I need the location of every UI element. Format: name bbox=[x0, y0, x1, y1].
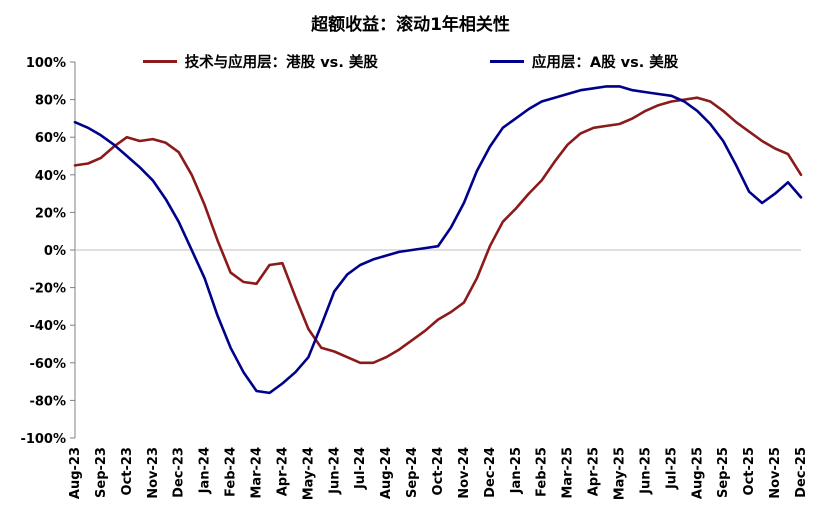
x-axis-tick-label: Feb-25 bbox=[535, 447, 550, 497]
x-axis-tick-label: Dec-25 bbox=[794, 447, 809, 498]
x-axis-tick-label: May-24 bbox=[301, 447, 316, 500]
x-axis-tick-label: Oct-23 bbox=[120, 447, 135, 495]
x-axis-tick-label: Mar-25 bbox=[561, 447, 576, 499]
x-axis-tick-label: Aug-23 bbox=[68, 447, 83, 499]
x-axis-tick-label: Nov-25 bbox=[768, 447, 783, 499]
x-axis-tick-label: Mar-24 bbox=[250, 447, 265, 499]
x-axis-tick-label: Jan-24 bbox=[198, 447, 213, 494]
legend-item-hk-vs-us: 技术与应用层：港股 vs. 美股 bbox=[142, 51, 378, 72]
y-axis-tick-label: 40% bbox=[35, 169, 66, 184]
x-axis-tick-label: Oct-25 bbox=[742, 447, 757, 495]
x-axis-tick-label: Nov-23 bbox=[146, 447, 161, 499]
y-axis-tick-label: -80% bbox=[29, 394, 66, 409]
x-axis-tick-label: Aug-25 bbox=[690, 447, 705, 499]
x-axis-tick-label: Feb-24 bbox=[224, 447, 239, 497]
y-axis-tick-label: 100% bbox=[26, 56, 66, 71]
x-axis-tick-label: Jul-25 bbox=[664, 447, 679, 490]
x-axis-tick-label: Jul-24 bbox=[353, 447, 368, 490]
y-axis-tick-label: -100% bbox=[20, 432, 66, 447]
legend-item-a-vs-us: 应用层：A股 vs. 美股 bbox=[489, 51, 679, 72]
y-axis-tick-label: -20% bbox=[29, 282, 66, 297]
legend-label: 应用层：A股 vs. 美股 bbox=[531, 55, 679, 71]
x-axis-tick-label: Sep-24 bbox=[405, 447, 420, 498]
series-line-1 bbox=[73, 85, 803, 395]
y-axis-tick-label: 0% bbox=[44, 244, 66, 259]
x-axis-tick-label: May-25 bbox=[613, 447, 628, 500]
x-axis-tick-label: Sep-25 bbox=[716, 447, 731, 498]
x-axis-tick-label: Jan-25 bbox=[509, 447, 524, 494]
x-axis-tick-label: Jun-25 bbox=[638, 447, 653, 495]
legend-line-swatch-red bbox=[142, 60, 177, 63]
legend-label: 技术与应用层：港股 vs. 美股 bbox=[184, 55, 378, 71]
x-axis-tick-label: Apr-24 bbox=[275, 447, 290, 496]
x-axis-tick-label: Dec-23 bbox=[172, 447, 187, 498]
x-axis-tick-label: Aug-24 bbox=[379, 447, 394, 499]
x-axis-tick-label: Dec-24 bbox=[483, 447, 498, 498]
x-axis-tick-label: Sep-23 bbox=[94, 447, 109, 498]
x-axis-tick-label: Oct-24 bbox=[431, 447, 446, 495]
y-axis-tick-label: 60% bbox=[35, 131, 66, 146]
y-axis-tick-label: -40% bbox=[29, 319, 66, 334]
x-axis-tick-label: Apr-25 bbox=[587, 447, 602, 496]
x-axis-tick-label: Jun-24 bbox=[327, 447, 342, 495]
chart-title: 超额收益：滚动1年相关性 bbox=[311, 15, 510, 35]
legend-line-swatch-blue bbox=[489, 60, 524, 63]
y-axis-tick-label: 20% bbox=[35, 206, 66, 221]
chart-legend: 技术与应用层：港股 vs. 美股 应用层：A股 vs. 美股 bbox=[0, 51, 821, 72]
x-axis-tick-label: Nov-24 bbox=[457, 447, 472, 499]
y-axis-tick-label: 80% bbox=[35, 94, 66, 109]
y-axis-tick-label: -60% bbox=[29, 357, 66, 372]
